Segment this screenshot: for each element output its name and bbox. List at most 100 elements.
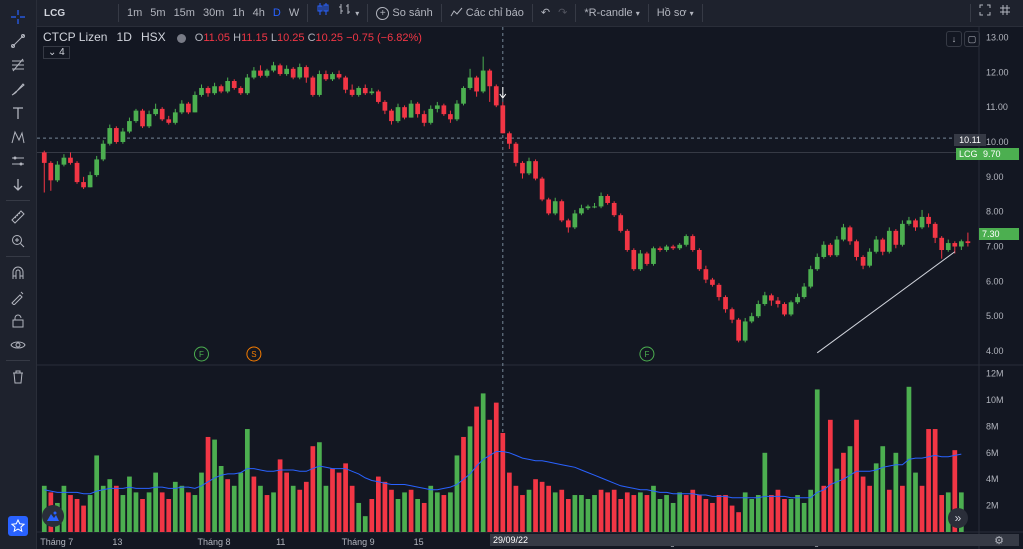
- candle-body: [696, 250, 702, 270]
- indicator-type-button[interactable]: ▾: [334, 0, 363, 26]
- last-symbol: LCG: [959, 149, 978, 159]
- text-tool[interactable]: [6, 102, 30, 124]
- template-dropdown[interactable]: *R-candle ▾: [580, 0, 643, 26]
- candle-body: [199, 87, 204, 95]
- volume-bar: [330, 468, 335, 532]
- candle-body: [624, 230, 630, 251]
- forecast-tool[interactable]: [6, 150, 30, 172]
- volume-bar: [166, 499, 172, 532]
- trendline-tool[interactable]: [6, 30, 30, 52]
- volume-bar: [264, 495, 270, 532]
- volume-bar: [487, 419, 493, 532]
- candle-body: [323, 74, 329, 80]
- pattern-tool[interactable]: [6, 126, 30, 148]
- volume-bar: [729, 505, 735, 532]
- gear-icon: ⚙: [994, 534, 1004, 547]
- interval-15m[interactable]: 15m: [173, 7, 195, 19]
- financial-event-marker: [639, 346, 655, 362]
- crosshair-tool[interactable]: [6, 6, 30, 28]
- indicators-button[interactable]: Các chỉ báo: [446, 0, 528, 26]
- fib-tool[interactable]: [6, 54, 30, 76]
- financial-event-marker: [193, 346, 209, 362]
- candle-body: [939, 237, 945, 251]
- volume-bar: [585, 499, 591, 532]
- interval-5m[interactable]: 5m: [150, 7, 166, 19]
- visibility-tool[interactable]: [6, 334, 30, 356]
- logo-button[interactable]: [42, 505, 64, 527]
- undo-button[interactable]: ↶: [537, 0, 554, 26]
- remove-drawings-tool[interactable]: [6, 366, 30, 388]
- fullscreen-button[interactable]: [975, 0, 995, 26]
- candle-body: [847, 227, 853, 242]
- volume-tick-label: 2M: [986, 501, 999, 511]
- divider: [367, 4, 369, 22]
- volume-bar: [428, 485, 434, 532]
- candle-body: [448, 114, 453, 120]
- price-tick-label: 13.00: [986, 32, 1009, 42]
- magnet-tool[interactable]: [6, 262, 30, 284]
- volume-bar: [651, 485, 656, 532]
- interval-d[interactable]: D: [272, 7, 281, 19]
- camera-icon: [1000, 5, 1010, 15]
- interval-1m[interactable]: 1m: [127, 7, 143, 19]
- volume-bar: [94, 455, 100, 532]
- legend-title[interactable]: CTCP Lizen: [43, 30, 108, 44]
- chevron-down-icon: ▾: [689, 9, 694, 18]
- interval-1h[interactable]: 1h: [232, 7, 245, 19]
- open-value: 11.05: [203, 32, 231, 44]
- undo-icon: ↶: [540, 7, 551, 19]
- volume-ma-line: [44, 451, 962, 499]
- lock-drawing-tool[interactable]: [6, 286, 30, 308]
- volume-bar: [218, 466, 224, 532]
- scroll-right-button[interactable]: »: [948, 508, 968, 528]
- candle-body: [284, 68, 290, 75]
- volume-bar: [952, 450, 958, 532]
- interval-w[interactable]: W: [288, 7, 300, 19]
- candle-body: [467, 77, 473, 88]
- maximize-pane-button[interactable]: ▢: [964, 31, 980, 47]
- price-tick-label: 12.00: [986, 67, 1009, 77]
- candle-body: [526, 161, 532, 174]
- candle-body: [415, 103, 421, 115]
- profile-label: Hồ sơ: [656, 7, 687, 19]
- snapshot-button[interactable]: [995, 0, 1015, 26]
- event-marker-label: F: [199, 350, 204, 359]
- candle-body: [205, 87, 211, 94]
- interval-4h[interactable]: 4h: [252, 7, 265, 19]
- volume-bar: [546, 485, 552, 532]
- candle-body: [788, 302, 794, 315]
- volume-bar: [860, 476, 866, 532]
- chart-legend: CTCP Lizen 1D HSX O11.05 H11.15 L10.25 C…: [43, 30, 422, 44]
- magnet-icon: [12, 266, 24, 279]
- chart-canvas[interactable]: 13.00 12.00 11.00 10.00 9.00 8.00 7.00 6.00 5.00…: [37, 27, 1023, 549]
- candle-body: [146, 114, 152, 127]
- candle-body: [782, 304, 787, 315]
- volume-bar: [467, 426, 473, 532]
- favorites-button[interactable]: [8, 516, 28, 536]
- chevron-down-icon: ⌄: [48, 47, 57, 58]
- symbol-search[interactable]: LCG: [44, 7, 66, 19]
- time-tick-label: Tháng 9: [342, 537, 375, 547]
- lock-tool[interactable]: [6, 310, 30, 332]
- compare-button[interactable]: + So sánh: [372, 0, 436, 26]
- candle-body: [480, 70, 486, 92]
- scroll-to-latest-button[interactable]: ↓: [946, 31, 962, 47]
- minus-circle-icon[interactable]: [176, 33, 186, 43]
- candle-body: [657, 248, 663, 251]
- profile-dropdown[interactable]: Hồ sơ ▾: [653, 0, 698, 26]
- trash-icon: [13, 370, 23, 384]
- redo-button[interactable]: ↷: [554, 0, 571, 26]
- candle-body: [723, 297, 728, 310]
- volume-bar: [225, 479, 231, 532]
- chart-settings-button[interactable]: ⚙: [992, 533, 1006, 547]
- zoom-tool[interactable]: [6, 230, 30, 252]
- candle-body: [375, 91, 381, 102]
- arrow-tool[interactable]: [6, 174, 30, 196]
- candle-type-button[interactable]: [312, 0, 334, 26]
- brush-tool[interactable]: [6, 78, 30, 100]
- ruler-tool[interactable]: [6, 206, 30, 228]
- high-label: H: [233, 32, 242, 44]
- indicators-toggle[interactable]: ⌄ 4: [43, 46, 70, 59]
- interval-30m[interactable]: 30m: [202, 7, 225, 19]
- volume-bar: [592, 495, 597, 532]
